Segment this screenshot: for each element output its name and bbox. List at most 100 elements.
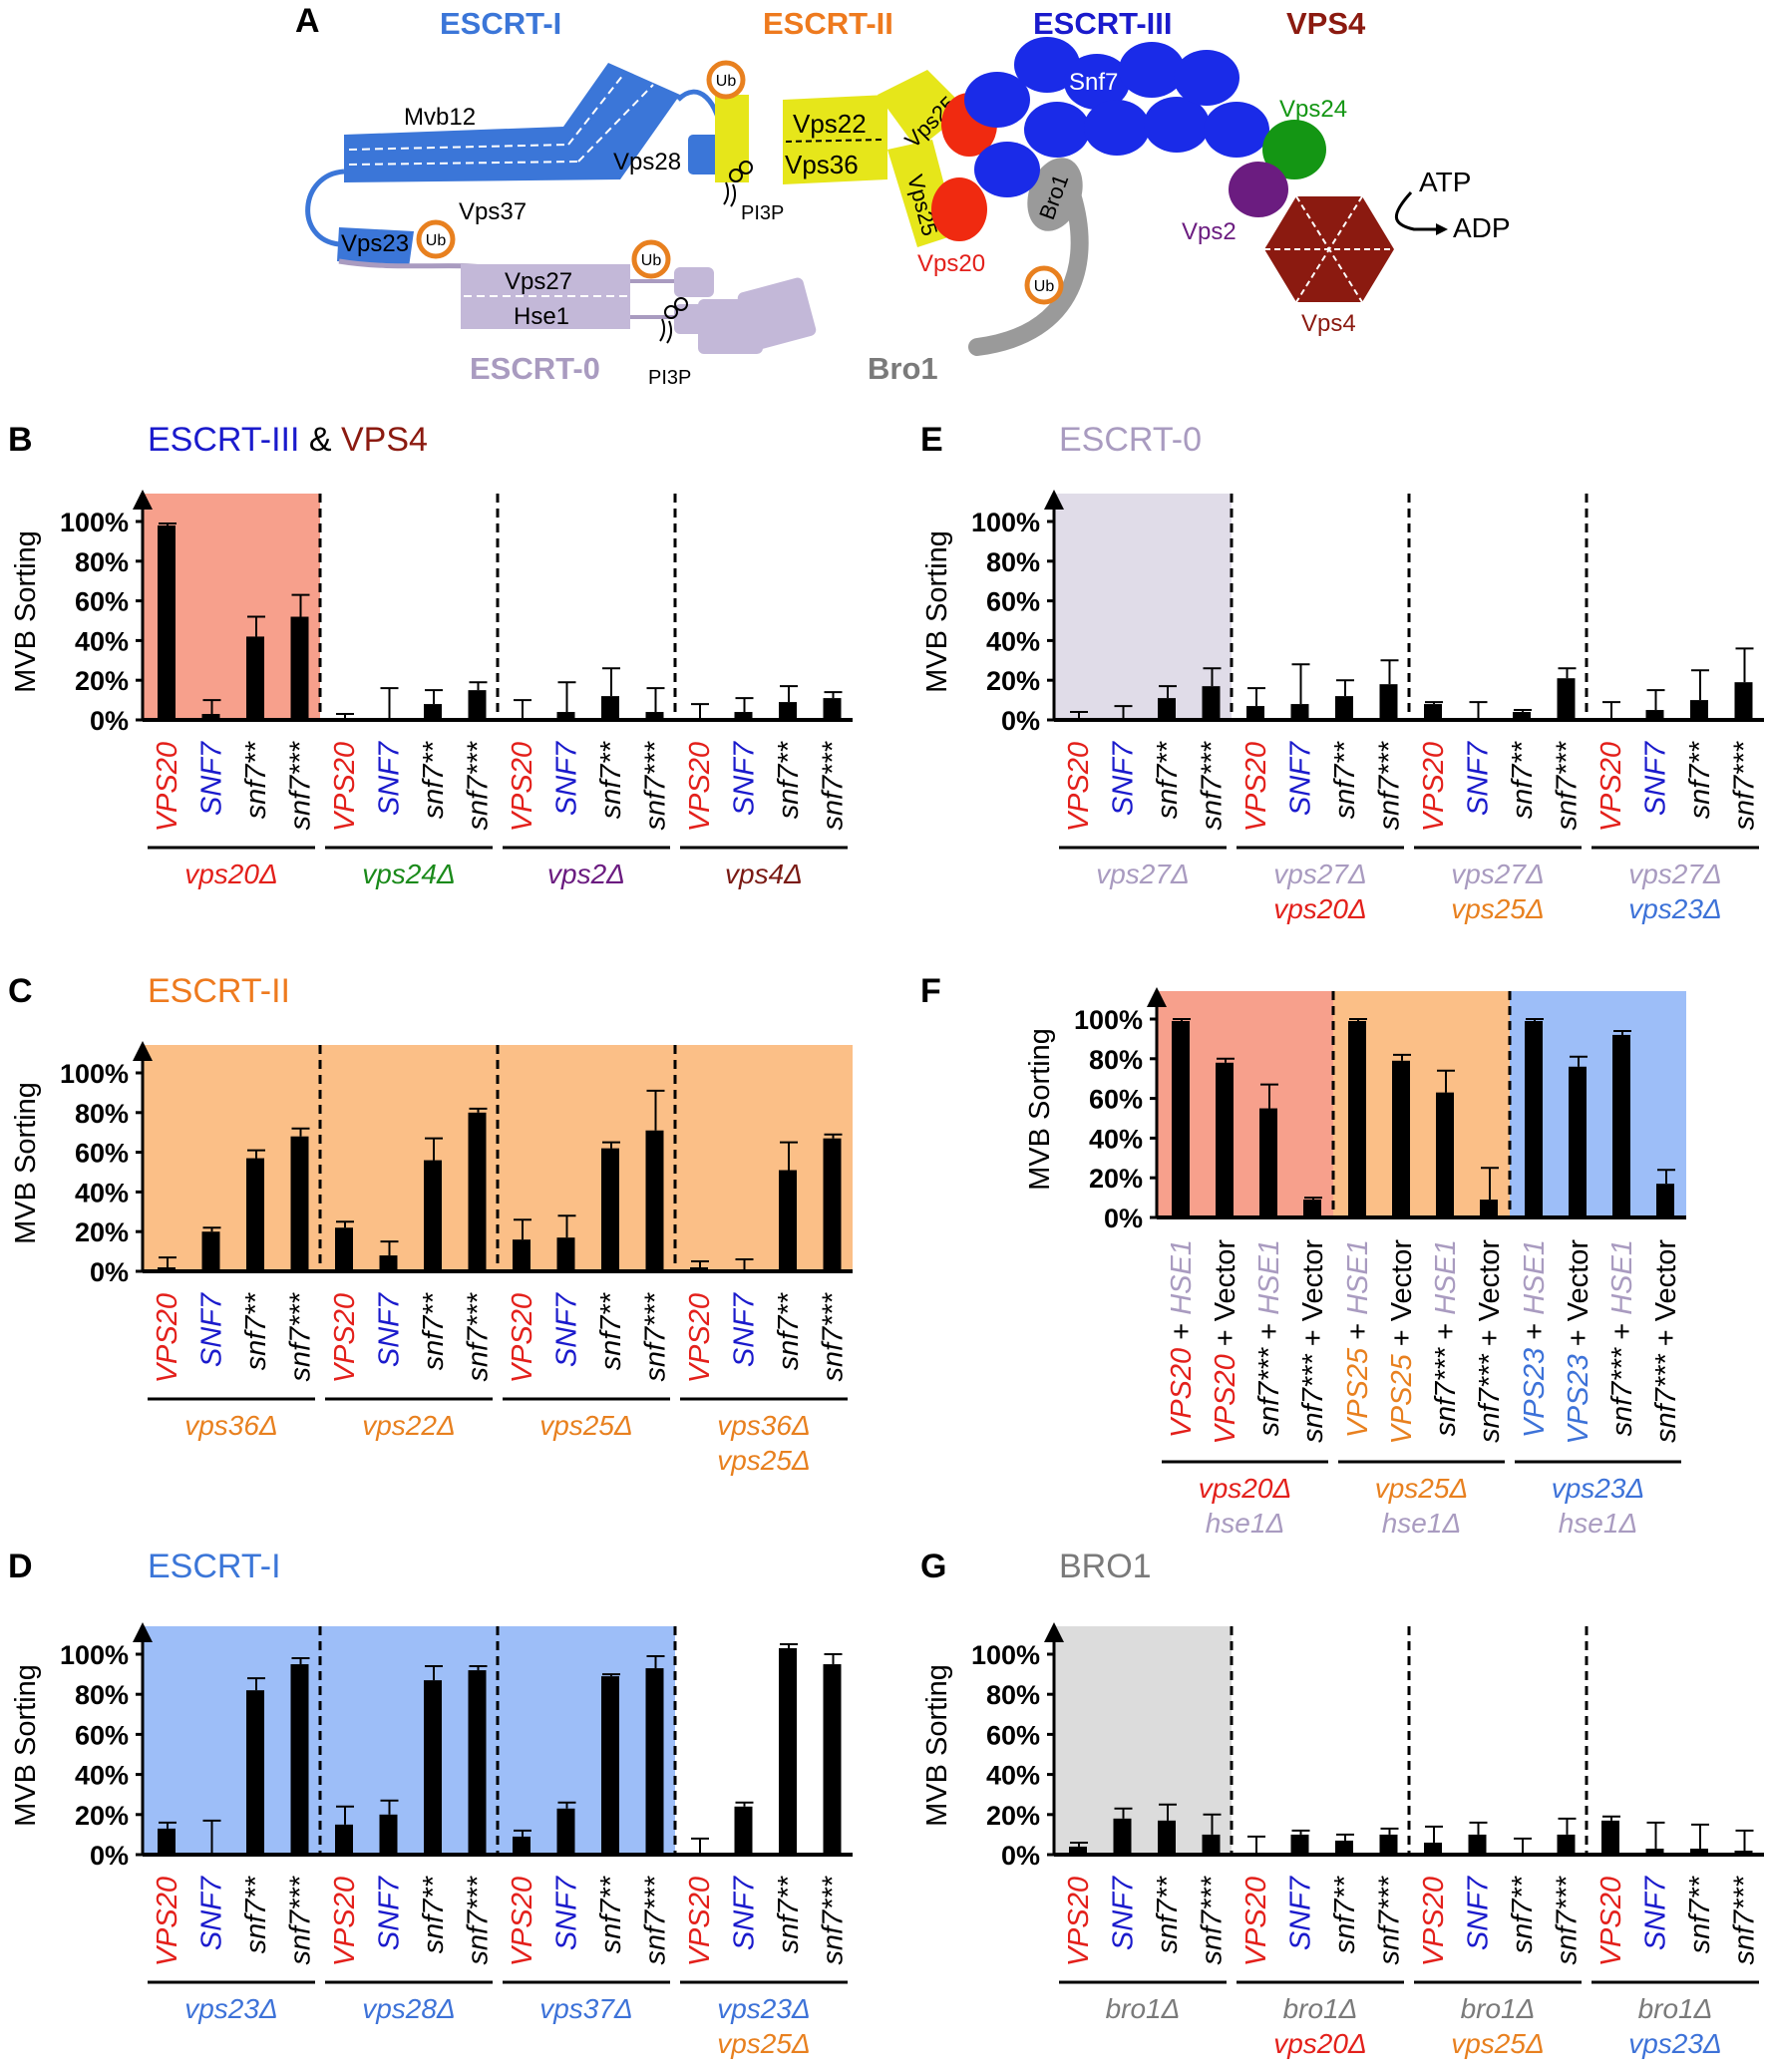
x-tick-label-gene: SNF7 — [1463, 740, 1495, 816]
x-tick-label-gene: SNF7 — [1640, 1875, 1672, 1950]
bro1-title: Bro1 — [868, 351, 938, 386]
bar — [1290, 1834, 1309, 1855]
chart-title: BRO1 — [1059, 1548, 1152, 1585]
bar — [1335, 1840, 1353, 1855]
bar — [246, 1690, 264, 1855]
x-tick-label: VPS20 — [1063, 1877, 1095, 1966]
x-tick-label-suffix: HSE1 — [1430, 1239, 1462, 1315]
x-tick-label: snf7** — [1507, 740, 1539, 819]
snf7-subunit — [1174, 50, 1239, 106]
x-tick-label: VPS23 + HSE1 — [1519, 1239, 1551, 1438]
escrt0-complex: Vps27 Hse1 Ub PI3P ESCRT-0 — [461, 239, 817, 389]
pi3p-icon — [739, 161, 753, 174]
y-tick-label: 60% — [1089, 1085, 1143, 1115]
panel-letter: G — [920, 1548, 946, 1585]
dashed-line — [577, 84, 654, 163]
y-tick-label: 0% — [90, 1257, 129, 1287]
x-tick-label: SNF7 — [1463, 740, 1495, 816]
x-tick-label: snf7*** + Vector — [1650, 1239, 1682, 1443]
pi3p-label: PI3P — [741, 202, 784, 224]
bar — [1259, 1108, 1277, 1217]
x-tick-label-gene: SNF7 — [551, 1875, 583, 1950]
x-tick-label: VPS20 — [1595, 1877, 1627, 1966]
genotype-label: vps36Δ — [184, 1410, 278, 1441]
bar — [468, 1670, 487, 1855]
panel-letter: C — [8, 972, 33, 1010]
ub-label: Ub — [426, 232, 447, 249]
x-tick-label: snf7*** — [818, 1875, 850, 1964]
escrt0-domain — [674, 267, 714, 297]
bar — [645, 1668, 664, 1855]
y-axis-label: MVB Sorting — [921, 530, 953, 693]
vps24-label: Vps24 — [1279, 96, 1347, 123]
x-tick-label-suffix: HSE1 — [1253, 1239, 1285, 1315]
x-tick-label: VPS20 — [1595, 742, 1627, 832]
x-tick-label: VPS20 — [1418, 1877, 1450, 1966]
genotype-label: vps27Δ — [1628, 859, 1722, 889]
bar — [1216, 1062, 1234, 1217]
chart-title: ESCRT-0 — [1059, 421, 1202, 459]
x-tick-label-gene: snf7*** — [1474, 1353, 1506, 1443]
bar — [1557, 678, 1576, 720]
bar — [1113, 1818, 1132, 1855]
x-tick-label-plus: + — [1519, 1315, 1551, 1348]
genotype-label: vps28Δ — [362, 1993, 456, 2024]
vps28-label: Vps28 — [613, 149, 681, 175]
x-tick-label-gene: snf7** — [418, 740, 450, 819]
y-tick-label: 60% — [75, 1139, 129, 1169]
panel-letter: E — [920, 421, 943, 459]
x-tick-label: snf7** — [418, 1875, 450, 1953]
pi3p-label: PI3P — [648, 367, 691, 389]
x-tick-label-gene: SNF7 — [1108, 740, 1140, 816]
x-tick-label-gene: snf7*** — [1297, 1353, 1329, 1443]
chart-title-part: BRO1 — [1059, 1548, 1152, 1585]
y-tick-label: 100% — [60, 508, 129, 537]
chart-title-part: & — [299, 421, 341, 459]
bar — [556, 1808, 575, 1855]
vps2-subunit — [1229, 162, 1288, 217]
x-tick-label: VPS20 — [507, 1877, 538, 1966]
bar — [1379, 1834, 1398, 1855]
x-tick-label: snf7** — [1329, 740, 1361, 819]
x-tick-label: VPS25 + HSE1 — [1342, 1239, 1374, 1438]
genotype-label: vps27Δ — [1096, 859, 1190, 889]
bar — [1436, 1092, 1454, 1217]
x-tick-label-gene: VPS20 — [1595, 742, 1627, 832]
bar — [601, 1148, 619, 1271]
chart-panel-e: E ESCRT-0 0% 20% 40% 60% 80% 100% MVB Sorting VPS… — [920, 421, 1764, 924]
x-tick-label-gene: snf7*** — [640, 740, 672, 830]
genotype-label: bro1Δ — [1461, 1993, 1536, 2024]
x-tick-label-gene: snf7*** — [285, 1291, 317, 1381]
x-tick-label: snf7*** + HSE1 — [1430, 1239, 1462, 1437]
bar — [1569, 1066, 1587, 1217]
x-tick-label: VPS20 — [329, 742, 361, 832]
y-tick-label: 20% — [986, 666, 1040, 696]
x-tick-label: snf7*** + Vector — [1297, 1239, 1329, 1443]
group-background — [320, 1626, 498, 1855]
bar — [1202, 686, 1221, 720]
genotype-label: vps23Δ — [717, 1993, 811, 2024]
bar — [379, 1255, 398, 1271]
genotype-label: bro1Δ — [1638, 1993, 1713, 2024]
bar-charts: B ESCRT-III & VPS4 0% 20% 40% 60% 80% 100% MVB S… — [8, 421, 1764, 2059]
adp-label: ADP — [1453, 212, 1511, 243]
pi3p-tail — [659, 318, 673, 344]
x-tick-label-gene: VPS20 — [684, 1293, 716, 1383]
x-tick-label-gene: VPS20 — [1063, 1877, 1095, 1966]
chart-title-part: ESCRT-II — [148, 972, 290, 1010]
bar — [290, 616, 309, 720]
x-tick-label: snf7*** — [640, 1291, 672, 1381]
x-tick-label: SNF7 — [551, 740, 583, 816]
x-tick-label-suffix: Vector — [1474, 1239, 1506, 1322]
x-tick-label: SNF7 — [374, 1291, 406, 1367]
y-axis-arrow-icon — [133, 490, 153, 510]
x-tick-label: snf7*** — [1729, 1875, 1761, 1964]
group-background — [1054, 494, 1232, 720]
x-tick-label-plus: + — [1474, 1321, 1506, 1354]
chart-panel-f: F 0% 20% 40% 60% 80% 100% MVB Sorting VPS20 + HS… — [920, 972, 1686, 1539]
bar — [1424, 1842, 1442, 1855]
x-tick-label-gene: VPS20 — [1418, 1877, 1450, 1966]
bar — [1246, 706, 1264, 720]
x-tick-label: VPS20 — [152, 1293, 183, 1383]
snf7-subunit — [974, 142, 1040, 197]
